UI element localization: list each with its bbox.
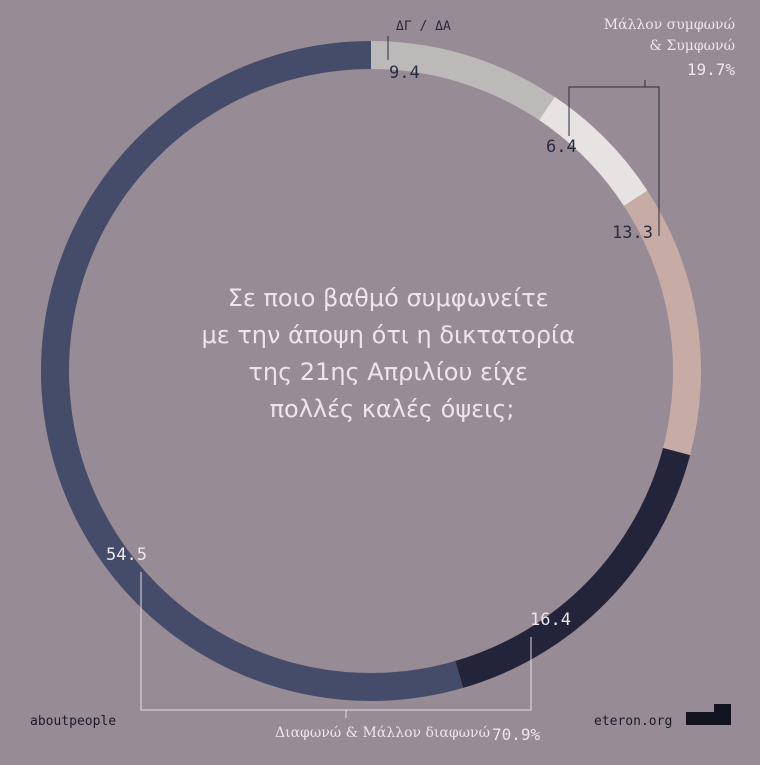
disagree-bracket [140, 572, 532, 711]
title-line-3: της 21ης Απριλίου είχε [248, 358, 528, 386]
donut-slice-2 [539, 96, 648, 206]
slice-value-label-3: 13.3 [612, 223, 653, 243]
footer-source-right: eteron.org [594, 714, 672, 729]
disagree-group-label: Διαφωνώ & Μάλλον διαφωνώ [275, 725, 490, 741]
category-label-dg-da: ΔΓ / ΔΑ [396, 19, 451, 34]
title-line-1: Σε ποιο βαθμό συμφωνείτε [228, 284, 549, 312]
slice-value-label-2: 6.4 [546, 137, 577, 157]
slice-value-label-1: 9.4 [389, 63, 420, 83]
slice-value-labels: 9.4 6.4 13.3 16.4 54.5 [106, 63, 653, 630]
agree-bracket [568, 86, 660, 236]
disagree-group-percent: 70.9% [492, 725, 541, 744]
title-line-4: πολλές καλές όψεις; [270, 395, 515, 423]
chart-title: Σε ποιο βαθμό συμφωνείτε με την άποψη ότ… [201, 284, 582, 423]
donut-slice-1 [371, 41, 555, 121]
slice-value-label-4: 16.4 [530, 610, 571, 630]
agree-group-label-line-1: Μάλλον συμφωνώ [604, 17, 735, 33]
slice-value-label-5: 54.5 [106, 545, 147, 565]
donut-slice-3 [623, 190, 701, 456]
donut-slices [40, 41, 701, 702]
agree-group-label-line-2: & Συμφωνώ [649, 38, 735, 54]
title-line-2: με την άποψη ότι η δικτατορία [201, 321, 574, 349]
donut-slice-4 [455, 447, 691, 688]
eteron-logo-icon [686, 704, 731, 725]
agree-group-percent: 19.7% [687, 60, 736, 79]
footer-source-left: aboutpeople [30, 714, 116, 729]
